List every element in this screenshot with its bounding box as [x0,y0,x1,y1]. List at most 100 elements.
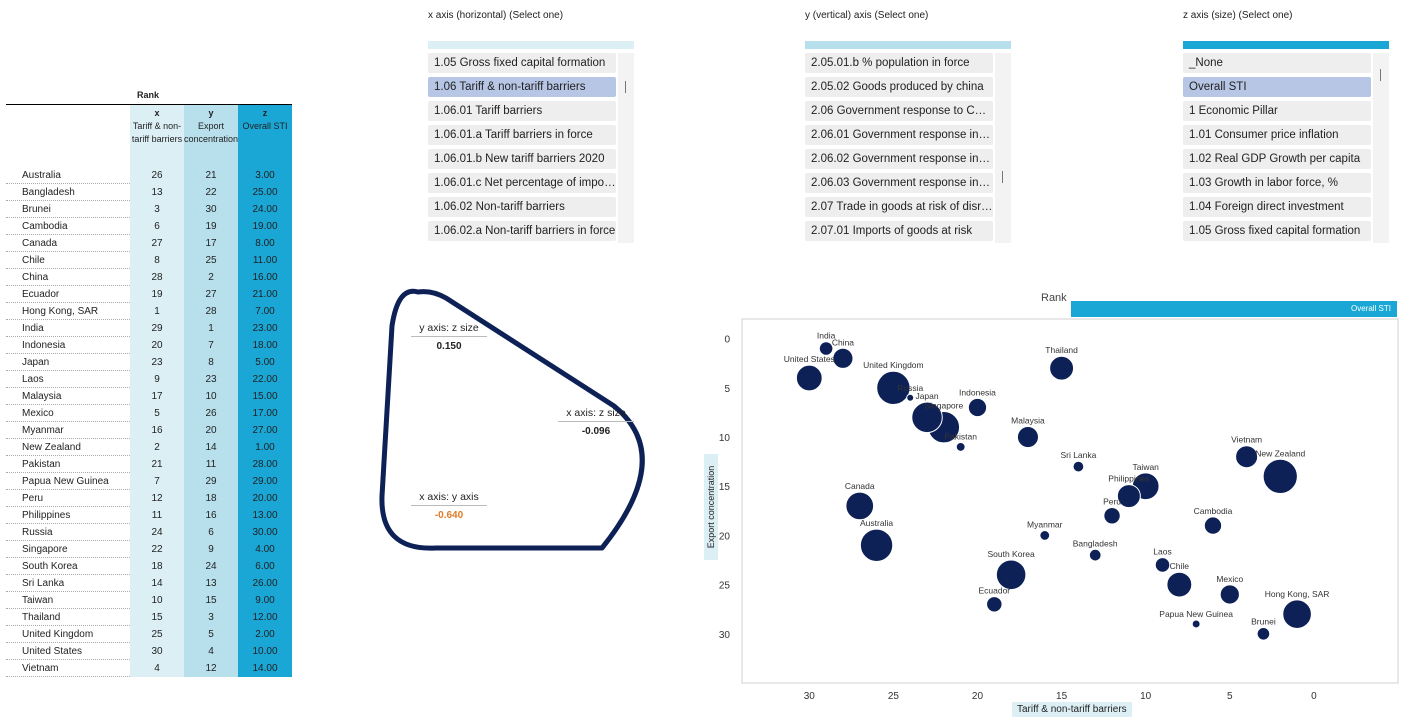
country-name: New Zealand [22,442,81,453]
z-column-band [238,105,292,677]
y-rank: 7 [208,340,214,351]
x-rank: 13 [151,187,163,198]
selector-option[interactable]: 1.03 Growth in labor force, % [1183,173,1371,193]
selector-option[interactable]: 1.02 Real GDP Growth per capita [1183,149,1371,169]
table-row: Russia 24 6 30.00 [6,524,292,541]
bubble-point [876,370,911,406]
y-header-label: Export concentration [184,121,239,144]
y-rank: 13 [205,578,217,589]
selector-option[interactable]: 2.06.03 Government response index [805,173,993,193]
z-score: 27.00 [252,425,278,436]
y-tick-label: 25 [719,581,731,592]
y-rank: 10 [205,391,217,402]
selector-option[interactable]: 2.07.01 Imports of goods at risk [805,221,993,241]
y-tick-label: 0 [724,335,730,346]
z-selector-scrollbar[interactable] [1373,53,1389,243]
y-tick-label: 20 [719,531,731,542]
selector-option[interactable]: 1.06.02 Non-tariff barriers [428,197,616,217]
y-selector-title: y (vertical) axis (Select one) [805,10,929,21]
bubble-point [818,341,834,356]
country-name: Papua New Guinea [22,476,109,487]
z-column-header: z Overall STI [238,107,292,133]
table-row: Myanmar 16 20 27.00 [6,422,292,439]
bubble-label: United States [784,354,835,364]
x-rank: 27 [151,238,163,249]
selector-option[interactable]: 1.06.01.b New tariff barriers 2020 [428,149,616,169]
selector-option[interactable]: 1.04 Foreign direct investment [1183,197,1371,217]
selector-option[interactable]: _None [1183,53,1371,73]
y-tick-label: 15 [719,482,731,493]
x-selector-scrollbar[interactable] [618,53,634,243]
x-rank: 18 [151,561,163,572]
table-row: South Korea 18 24 6.00 [6,558,292,575]
selector-option[interactable]: 1.05 Gross fixed capital formation [1183,221,1371,241]
y-rank: 26 [205,408,217,419]
selector-option[interactable]: 2.05.02 Goods produced by china [805,77,993,97]
scroll-thumb[interactable] [1380,69,1381,81]
table-row: Sri Lanka 14 13 26.00 [6,575,292,592]
selector-option[interactable]: 2.05.01.b % population in force [805,53,993,73]
scroll-thumb[interactable] [625,81,626,93]
x-rank: 19 [151,289,163,300]
bubble-point [1282,599,1312,629]
selector-option[interactable]: 2.06 Government response to COVID [805,101,993,121]
y-rank: 30 [205,204,217,215]
bubble-point [955,441,966,452]
bubble-point [1116,484,1141,509]
table-row: Ecuador 19 27 21.00 [6,286,292,303]
z-score: 11.00 [252,255,278,266]
y-selector-scrollbar[interactable] [995,53,1011,243]
selector-option[interactable]: 1.06.01.a Tariff barriers in force [428,125,616,145]
x-tick-label: 10 [1140,691,1152,700]
y-rank: 29 [205,476,217,487]
bubble-label: Australia [860,518,893,528]
bubble-point [795,364,823,392]
country-name: Taiwan [22,595,54,606]
selector-option[interactable]: 1.06.02.a Non-tariff barriers in force [428,221,616,241]
selector-option[interactable]: 1.01 Consumer price inflation [1183,125,1371,145]
country-name: Hong Kong, SAR [22,306,99,317]
selector-option[interactable]: 1 Economic Pillar [1183,101,1371,121]
x-tick-label: 30 [804,691,816,700]
country-name: United States [22,646,83,657]
z-header-label: Overall STI [242,121,288,131]
table-row: Vietnam 4 12 14.00 [6,660,292,677]
y-tick-label: 10 [719,433,731,444]
x-rank: 25 [151,629,163,640]
table-row: Brunei 3 30 24.00 [6,201,292,218]
z-score: 5.00 [255,357,275,368]
scroll-thumb[interactable] [1002,171,1003,183]
y-rank: 1 [208,323,214,334]
bubble-point [1049,355,1075,381]
x-rank: 8 [154,255,160,266]
selector-option[interactable]: Overall STI [1183,77,1371,97]
z-score: 12.00 [252,612,278,623]
x-selector-list: 1.05 Gross fixed capital formation 1.06 T… [428,53,616,245]
x-header-label: Tariff & non-tariff barriers [131,121,183,144]
table-row: Taiwan 10 15 9.00 [6,592,292,609]
country-name: Myanmar [22,425,64,436]
y-rank: 18 [205,493,217,504]
country-name: Pakistan [22,459,61,470]
x-selector-bar [428,41,634,49]
table-row: Bangladesh 13 22 25.00 [6,184,292,201]
selector-option[interactable]: 1.06 Tariff & non-tariff barriers [428,77,616,97]
selector-option[interactable]: 2.07 Trade in goods at risk of disruptio… [805,197,993,217]
bubble-chart: Rank Overall STI Export concentration Ta… [700,290,1402,727]
selector-option[interactable]: 1.06.01 Tariff barriers [428,101,616,121]
selector-option[interactable]: 1.05 Gross fixed capital formation [428,53,616,73]
row-divider [6,302,130,303]
country-name: Japan [22,357,50,368]
row-divider [6,642,130,643]
corr-xz: x axis: z size -0.096 [558,407,634,437]
x-key: x [154,108,160,118]
bubble-label: Malaysia [1011,416,1045,426]
bubble-label: Mexico [1216,574,1243,584]
bubble-label: Ecuador [978,586,1010,596]
selector-option[interactable]: 1.06.01.c Net percentage of imports [428,173,616,193]
size-metric-bar: Overall STI [1071,301,1397,317]
table-row: India 29 1 23.00 [6,320,292,337]
bubble-label: Sri Lanka [1060,450,1096,460]
selector-option[interactable]: 2.06.02 Government response index [805,149,993,169]
selector-option[interactable]: 2.06.01 Government response index [805,125,993,145]
